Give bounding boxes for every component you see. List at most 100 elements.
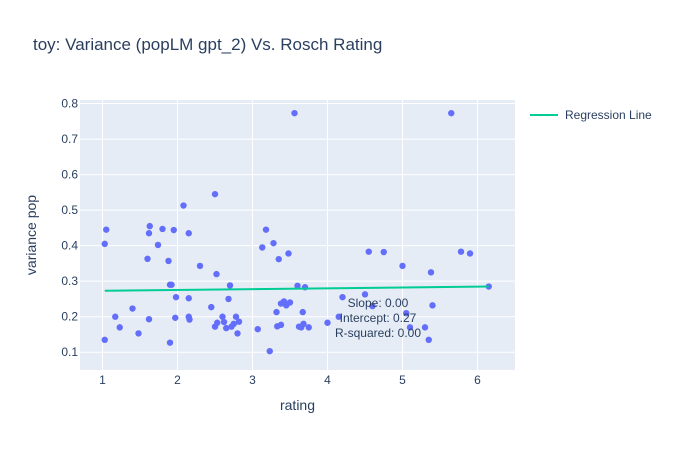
- data-point[interactable]: [159, 225, 166, 233]
- y-tick-labels: 0.1 0.2 0.3 0.4 0.5 0.6 0.7 0.8: [61, 97, 78, 360]
- y-tick-label: 0.2: [61, 310, 78, 324]
- x-tick-label: 5: [399, 373, 406, 387]
- data-point[interactable]: [101, 240, 108, 248]
- data-point[interactable]: [172, 293, 180, 301]
- data-point[interactable]: [380, 248, 387, 256]
- y-tick-label: 0.5: [61, 203, 78, 217]
- data-point[interactable]: [116, 324, 123, 331]
- data-point[interactable]: [425, 336, 432, 344]
- x-tick-label: 1: [99, 373, 106, 387]
- data-point[interactable]: [135, 330, 142, 337]
- data-point[interactable]: [213, 270, 220, 278]
- data-point[interactable]: [185, 295, 192, 302]
- data-point[interactable]: [103, 226, 110, 233]
- data-point[interactable]: [466, 250, 474, 257]
- x-tick-label: 2: [174, 373, 181, 387]
- data-point[interactable]: [185, 230, 192, 237]
- data-point[interactable]: [230, 320, 237, 328]
- data-point[interactable]: [300, 320, 307, 328]
- data-point[interactable]: [339, 293, 346, 301]
- data-point[interactable]: [254, 325, 261, 333]
- y-tick-label: 0.8: [61, 97, 78, 111]
- data-point[interactable]: [277, 321, 285, 329]
- data-point[interactable]: [168, 281, 175, 288]
- data-point[interactable]: [406, 324, 414, 331]
- data-point[interactable]: [448, 109, 455, 117]
- data-point[interactable]: [365, 248, 372, 255]
- regression-annotation: Slope: 0.00: [348, 296, 409, 310]
- plot-area: [80, 100, 515, 370]
- data-point[interactable]: [457, 248, 465, 255]
- data-point[interactable]: [266, 347, 273, 355]
- data-point[interactable]: [232, 313, 240, 320]
- y-axis-title: variance pop: [23, 195, 39, 275]
- regression-line: [104, 285, 489, 292]
- data-point[interactable]: [220, 318, 228, 326]
- data-point[interactable]: [403, 309, 410, 317]
- data-point[interactable]: [421, 324, 429, 331]
- x-tick-label: 3: [249, 373, 256, 387]
- data-point[interactable]: [429, 302, 436, 309]
- chart-title: toy: Variance (popLM gpt_2) Vs. Rosch Ra…: [33, 35, 382, 54]
- legend[interactable]: Regression Line: [530, 108, 652, 122]
- data-point[interactable]: [286, 299, 294, 306]
- y-tick-label: 0.3: [61, 274, 78, 288]
- data-point[interactable]: [399, 262, 406, 270]
- data-point[interactable]: [226, 282, 234, 289]
- data-point[interactable]: [144, 255, 151, 263]
- data-point[interactable]: [262, 226, 270, 233]
- data-point[interactable]: [145, 230, 153, 237]
- data-points: [101, 109, 492, 355]
- regression-annotation: Intercept: 0.27: [340, 311, 417, 325]
- grid-lines: [80, 100, 515, 370]
- data-point[interactable]: [170, 226, 177, 234]
- data-point[interactable]: [166, 339, 174, 346]
- data-point[interactable]: [180, 202, 187, 209]
- regression-annotation: R-squared: 0.00: [335, 326, 421, 340]
- data-point[interactable]: [211, 190, 219, 198]
- x-tick-label: 6: [474, 373, 481, 387]
- data-point[interactable]: [335, 313, 342, 320]
- y-tick-label: 0.1: [61, 345, 78, 359]
- data-point[interactable]: [112, 313, 119, 320]
- data-point[interactable]: [165, 257, 172, 265]
- regression-line-group: [104, 285, 489, 292]
- x-axis-title: rating: [280, 397, 315, 413]
- data-point[interactable]: [275, 255, 282, 263]
- data-point[interactable]: [369, 302, 376, 310]
- data-point[interactable]: [208, 303, 215, 311]
- data-point[interactable]: [235, 318, 243, 325]
- data-point[interactable]: [427, 269, 435, 276]
- data-point[interactable]: [146, 222, 153, 230]
- data-point[interactable]: [214, 319, 221, 326]
- data-point[interactable]: [196, 262, 204, 270]
- data-point[interactable]: [223, 324, 230, 332]
- data-point[interactable]: [299, 308, 306, 316]
- data-point[interactable]: [129, 305, 136, 312]
- data-point[interactable]: [145, 315, 153, 323]
- data-point[interactable]: [291, 109, 298, 117]
- data-point[interactable]: [305, 324, 312, 331]
- data-point[interactable]: [219, 313, 226, 320]
- data-point[interactable]: [225, 295, 232, 303]
- data-point[interactable]: [285, 250, 292, 257]
- data-point[interactable]: [259, 244, 266, 251]
- data-point[interactable]: [234, 330, 241, 337]
- data-point[interactable]: [485, 283, 492, 290]
- data-point[interactable]: [172, 314, 179, 321]
- legend-label-regression-line: Regression Line: [565, 108, 652, 122]
- data-point[interactable]: [154, 241, 162, 249]
- data-point[interactable]: [324, 319, 331, 326]
- data-point[interactable]: [101, 336, 108, 344]
- data-point[interactable]: [270, 239, 277, 247]
- data-point[interactable]: [361, 291, 369, 298]
- y-tick-label: 0.7: [61, 132, 78, 146]
- x-tick-labels: 1 2 3 4 5 6: [99, 373, 481, 387]
- y-tick-label: 0.4: [61, 239, 78, 253]
- y-tick-label: 0.6: [61, 168, 78, 182]
- data-point[interactable]: [186, 316, 193, 323]
- data-point[interactable]: [294, 282, 301, 290]
- data-point[interactable]: [273, 308, 280, 316]
